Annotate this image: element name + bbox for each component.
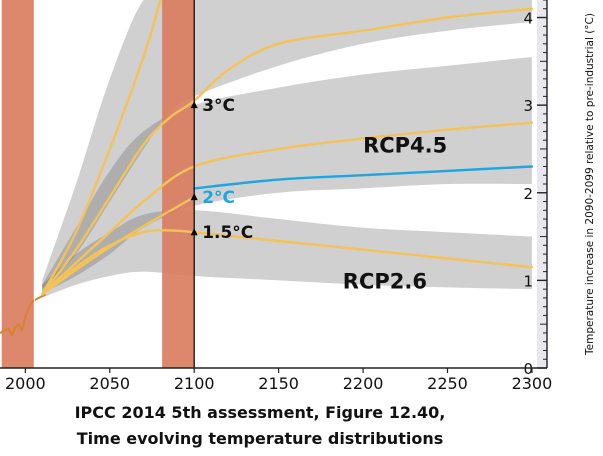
y-tick-label: 4 bbox=[523, 10, 533, 28]
x-tick-label: 2050 bbox=[89, 374, 130, 393]
x-tick-label: 2100 bbox=[174, 374, 215, 393]
series-line bbox=[41, 7, 534, 296]
chart-subtitle: Time evolving temperature distributions bbox=[76, 429, 444, 448]
reference-period-bar bbox=[1, 0, 34, 368]
chart-title: IPCC 2014 5th assessment, Figure 12.40, bbox=[74, 403, 446, 422]
threshold-marker bbox=[190, 193, 198, 201]
series-line bbox=[193, 165, 534, 190]
series-line bbox=[41, 121, 534, 296]
threshold-label: 2°C bbox=[202, 188, 235, 208]
series-line bbox=[41, 0, 162, 296]
y-tick-label: 2 bbox=[523, 185, 533, 203]
x-tick-label: 2000 bbox=[5, 374, 46, 393]
y-tick-label: 1 bbox=[523, 272, 533, 290]
x-tick-label: 2250 bbox=[427, 374, 468, 393]
y-tick-label: 3 bbox=[523, 97, 533, 115]
threshold-label: 1.5°C bbox=[202, 223, 253, 243]
historical-line bbox=[0, 293, 47, 337]
scenario-label: RCP2.6 bbox=[343, 269, 427, 293]
series-line bbox=[41, 195, 196, 296]
x-tick-label: 2200 bbox=[343, 374, 384, 393]
threshold-label: 3°C bbox=[202, 96, 235, 116]
y-axis-strip bbox=[537, 0, 547, 368]
x-tick-label: 2300 bbox=[512, 374, 553, 393]
reference-period-bar bbox=[162, 0, 195, 368]
uncertainty-band bbox=[42, 57, 532, 294]
threshold-marker bbox=[190, 228, 198, 236]
x-tick-label: 2150 bbox=[258, 374, 299, 393]
y-tick-label: 0 bbox=[523, 360, 533, 378]
y-axis-label: Temperature increase in 2090-2099 relati… bbox=[584, 13, 596, 356]
threshold-marker bbox=[190, 101, 198, 109]
plot-background bbox=[0, 0, 547, 368]
scenario-label: RCP4.5 bbox=[363, 134, 447, 158]
